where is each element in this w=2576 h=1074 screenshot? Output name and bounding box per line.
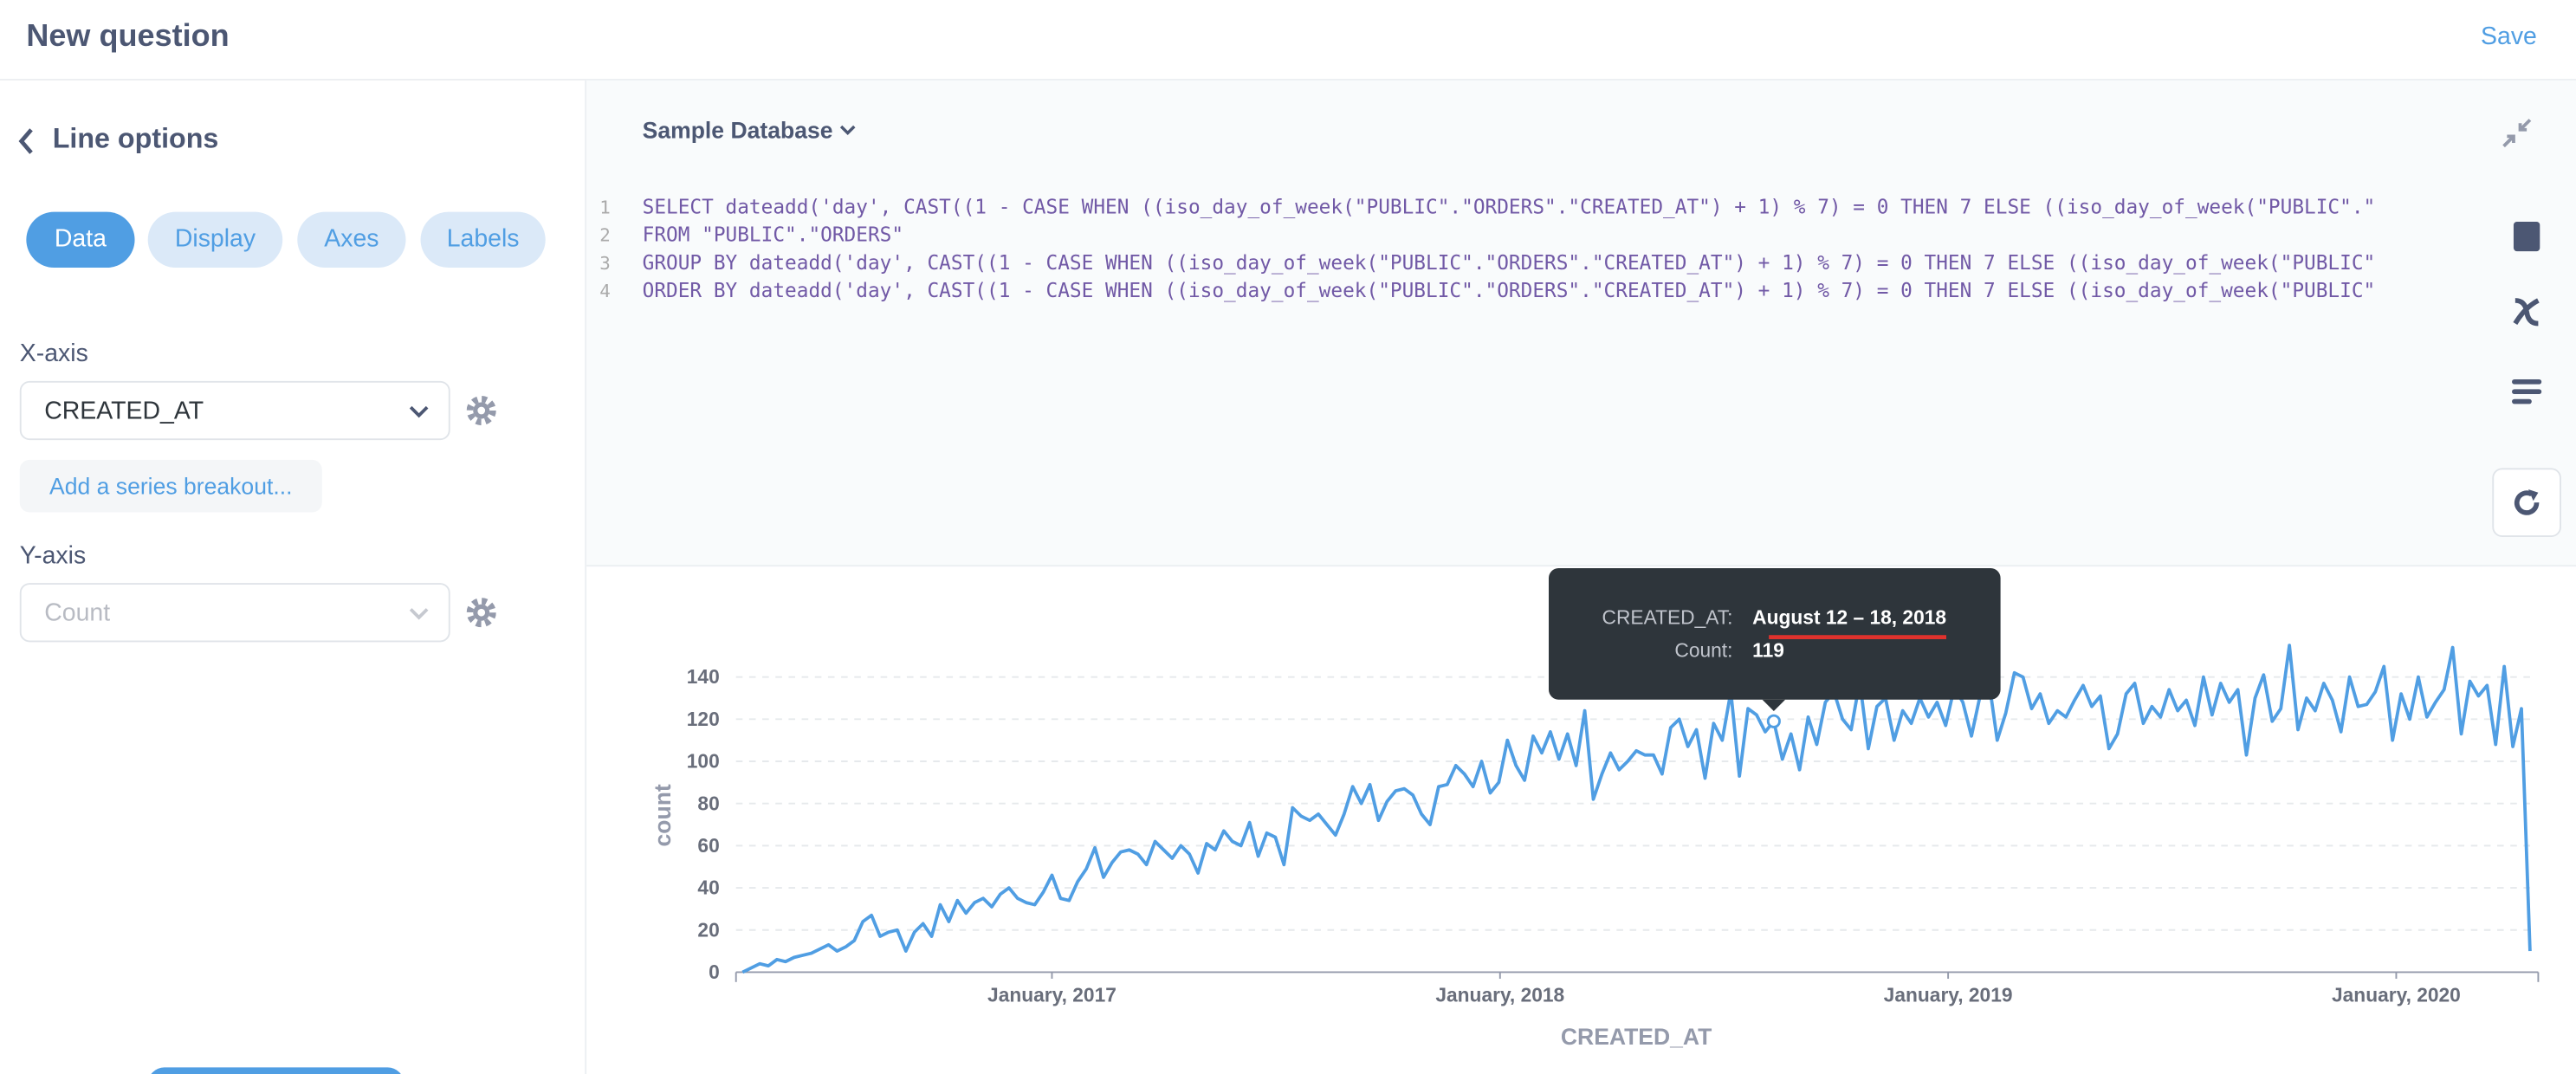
- tab[interactable]: Axes: [297, 211, 406, 268]
- x-tick-label: January, 2019: [1884, 984, 2013, 1006]
- back-icon[interactable]: [16, 126, 36, 156]
- tab[interactable]: Data: [26, 211, 135, 268]
- breakout-button[interactable]: Add a series breakout...: [19, 459, 322, 513]
- code-line: FROM "PUBLIC"."ORDERS": [642, 223, 904, 247]
- line-number: 4: [599, 281, 611, 302]
- chevron: [409, 405, 429, 418]
- line-number: 2: [599, 224, 611, 247]
- code-line: ORDER BY dateadd('day', CAST((1 - CASE W…: [642, 279, 2376, 302]
- line-number: 3: [599, 252, 611, 275]
- y-axis-label: Y-axis: [19, 541, 87, 570]
- select-value: CREATED_AT: [44, 397, 204, 426]
- reference-icon[interactable]: [2508, 218, 2545, 255]
- x-tick-label: January, 2017: [987, 984, 1116, 1006]
- done-button[interactable]: [147, 1067, 405, 1074]
- sql-editor: Sample Database 1 2 3 4 SELECT dateadd('…: [586, 80, 2576, 567]
- y-tick-label: 0: [709, 961, 720, 983]
- gear-icon[interactable]: [466, 395, 496, 426]
- tooltip-value: 119: [1752, 638, 1784, 661]
- tooltip-arrow: [1762, 699, 1786, 711]
- y-tick-label: 100: [687, 750, 720, 773]
- code-line: GROUP BY dateadd('day', CAST((1 - CASE W…: [642, 251, 2376, 275]
- y-tick-label: 60: [697, 834, 719, 857]
- x-tick-label: January, 2020: [2332, 984, 2461, 1006]
- chevron: [409, 608, 429, 620]
- y-axis-title: count: [650, 784, 676, 846]
- chevron: [839, 125, 856, 135]
- y-tick-label: 140: [687, 665, 720, 688]
- tooltip-key: Count:: [1674, 638, 1732, 661]
- collapse-icon[interactable]: [2501, 117, 2534, 150]
- save-button[interactable]: Save: [2481, 23, 2537, 51]
- series-line: [741, 644, 2532, 974]
- tooltip: CREATED_AT: August 12 – 18, 2018 Count: 119: [1549, 568, 2001, 711]
- line-number: 1: [599, 197, 611, 219]
- y-tick-label: 20: [697, 918, 719, 941]
- database-picker[interactable]: Sample Database: [643, 117, 856, 143]
- tooltip-box: [1549, 568, 2001, 700]
- y-tick-label: 40: [697, 877, 719, 899]
- header: New question Save: [0, 0, 2576, 81]
- select-value: Count: [44, 599, 111, 628]
- gear-icon[interactable]: [466, 598, 496, 628]
- tab[interactable]: Labels: [420, 211, 546, 268]
- variable-icon[interactable]: [2508, 294, 2545, 330]
- snippet-icon[interactable]: [2508, 372, 2545, 409]
- y-axis-select[interactable]: Count: [19, 583, 450, 643]
- x-tick-label: January, 2018: [1435, 984, 1564, 1006]
- tooltip-key: CREATED_AT:: [1602, 605, 1733, 628]
- title: New question: [26, 19, 230, 55]
- y-tick-label: 80: [697, 792, 719, 814]
- x-axis-select[interactable]: CREATED_AT: [19, 380, 450, 441]
- y-tick-label: 120: [687, 708, 720, 730]
- sidebar: Line options Data Display Axes Labels X-…: [0, 80, 587, 1074]
- tab[interactable]: Display: [147, 211, 283, 268]
- hover-point: [1766, 714, 1781, 728]
- code-line: SELECT dateadd('day', CAST((1 - CASE WHE…: [642, 195, 2376, 219]
- database-name: Sample Database: [642, 116, 833, 143]
- refresh-icon: [2514, 489, 2540, 515]
- x-axis-label: X-axis: [19, 340, 88, 368]
- chart: 0 20 40 60 80 100 120 140 January, 2017 January, …: [650, 568, 2540, 1050]
- run-button[interactable]: [2492, 468, 2561, 537]
- back-title[interactable]: Line options: [52, 123, 219, 155]
- tooltip-value: August 12 – 18, 2018: [1752, 605, 1946, 628]
- x-axis-title: CREATED_AT: [1561, 1024, 1712, 1050]
